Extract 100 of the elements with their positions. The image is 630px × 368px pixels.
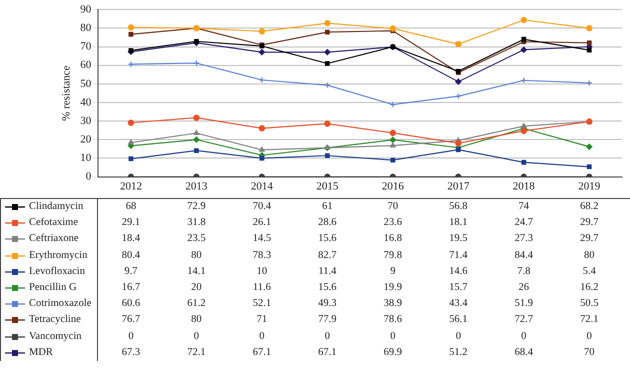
legend-label: Pencillin G <box>29 280 77 296</box>
y-tick-label: 10 <box>80 152 92 164</box>
data-label: 23.5 <box>186 232 207 246</box>
x-tick-label: 2015 <box>316 180 339 192</box>
x-tick-label: 2018 <box>512 180 536 192</box>
legend-label: Ceftriaxone <box>29 231 79 248</box>
legend-label: Tetracycline <box>29 312 81 329</box>
legend-label: Cefotaxime <box>29 215 78 232</box>
data-label: 67.1 <box>317 346 338 360</box>
x-tick-label: 2017 <box>447 180 470 192</box>
data-label: 80.4 <box>120 248 142 263</box>
data-label: 60.6 <box>120 297 142 312</box>
data-label: 7.8 <box>516 264 532 279</box>
data-label: 26 <box>518 280 530 295</box>
y-tick-label: 30 <box>80 114 92 127</box>
data-label: 50.5 <box>579 297 600 312</box>
data-label: 61.2 <box>186 297 207 312</box>
data-label: 19.5 <box>448 232 468 246</box>
data-label: 29.1 <box>120 216 142 230</box>
x-tick-label: 2012 <box>120 180 142 192</box>
data-label: 24.7 <box>514 216 534 230</box>
data-label: 68 <box>124 200 138 214</box>
data-label: 0 <box>192 330 200 344</box>
data-label: 0 <box>258 330 266 344</box>
data-label: 0 <box>389 330 396 344</box>
data-label: 11.4 <box>317 264 338 279</box>
x-tick-label: 2014 <box>250 180 274 192</box>
data-label: 71.4 <box>448 248 468 263</box>
data-label: 29.7 <box>579 232 600 246</box>
data-label: 70 <box>386 200 400 214</box>
data-label: 31.8 <box>186 216 207 230</box>
data-label: 70.4 <box>252 200 272 214</box>
x-tick-label: 2019 <box>578 180 601 192</box>
data-label: 14.1 <box>186 264 207 279</box>
data-label: 0 <box>520 330 528 344</box>
legend-label: Clindamycin <box>29 199 84 216</box>
data-label: 72.1 <box>186 346 207 360</box>
data-label: 84.4 <box>514 248 534 263</box>
data-label: 16.7 <box>120 280 142 295</box>
data-label: 16.2 <box>579 280 600 295</box>
data-label: 0 <box>127 330 135 344</box>
data-label: 38.9 <box>382 297 404 312</box>
y-tick-label: 50 <box>80 78 92 90</box>
data-label: 71 <box>256 313 268 328</box>
data-label: 29.7 <box>579 216 600 230</box>
y-tick-label: 40 <box>80 96 92 108</box>
data-label: 15.6 <box>317 280 338 295</box>
legend-label: Vancomycin <box>29 328 82 345</box>
y-tick-label: 70 <box>80 40 92 53</box>
data-label: 78.3 <box>252 248 272 263</box>
y-axis-title: % resistance <box>60 65 72 121</box>
y-tick-label: 20 <box>80 134 92 146</box>
data-label: 43.4 <box>448 297 468 312</box>
legend-label: MDR <box>29 344 53 361</box>
data-label: 80 <box>583 248 596 263</box>
data-label: 0 <box>324 330 331 344</box>
data-label: 19.9 <box>382 280 404 295</box>
data-label: 15.7 <box>448 280 468 295</box>
data-label: 27.3 <box>514 232 534 246</box>
data-label: 61 <box>321 200 334 214</box>
data-label: 67.3 <box>120 346 142 360</box>
data-label: 14.5 <box>252 232 272 246</box>
data-label: 10 <box>256 264 268 279</box>
y-tick-label: 60 <box>80 59 92 72</box>
data-label: 79.8 <box>382 248 404 263</box>
data-label: 49.3 <box>317 297 338 312</box>
data-label: 18.4 <box>120 232 142 246</box>
data-label: 82.7 <box>317 248 338 263</box>
data-label: 52.1 <box>252 297 272 312</box>
data-label: 16.8 <box>382 232 404 246</box>
x-tick-label: 2016 <box>382 180 404 192</box>
data-label: 72.1 <box>579 313 600 328</box>
data-label: 26.1 <box>252 216 272 230</box>
data-label: 9.7 <box>123 264 138 279</box>
data-label: 11.6 <box>252 280 272 295</box>
y-tick-label: 80 <box>80 22 92 34</box>
data-label: 70 <box>583 346 596 360</box>
data-label: 56.1 <box>448 313 468 328</box>
data-label: 80 <box>190 313 203 328</box>
data-label: 15.6 <box>317 232 338 246</box>
data-label: 51.9 <box>514 297 534 312</box>
data-label: 9 <box>389 264 396 279</box>
data-label: 77.9 <box>317 313 338 328</box>
data-label: 56.8 <box>448 200 468 214</box>
y-tick-label: 0 <box>86 170 92 183</box>
data-label: 72.7 <box>514 313 534 328</box>
legend-label: Cotrimoxazole <box>29 296 92 312</box>
data-label: 72.9 <box>186 200 207 214</box>
data-label: 67.1 <box>252 346 272 360</box>
data-label: 0 <box>586 330 593 344</box>
x-tick-label: 2013 <box>185 180 208 192</box>
data-label: 5.4 <box>582 264 597 279</box>
data-label: 76.7 <box>120 313 142 328</box>
data-label: 20 <box>190 280 203 295</box>
data-label: 78.6 <box>382 313 404 328</box>
data-label: 14.6 <box>448 264 468 279</box>
data-label: 68.4 <box>514 346 534 360</box>
data-label: 80 <box>190 248 203 263</box>
data-label: 23.6 <box>382 216 404 230</box>
data-label: 69.9 <box>382 346 404 360</box>
